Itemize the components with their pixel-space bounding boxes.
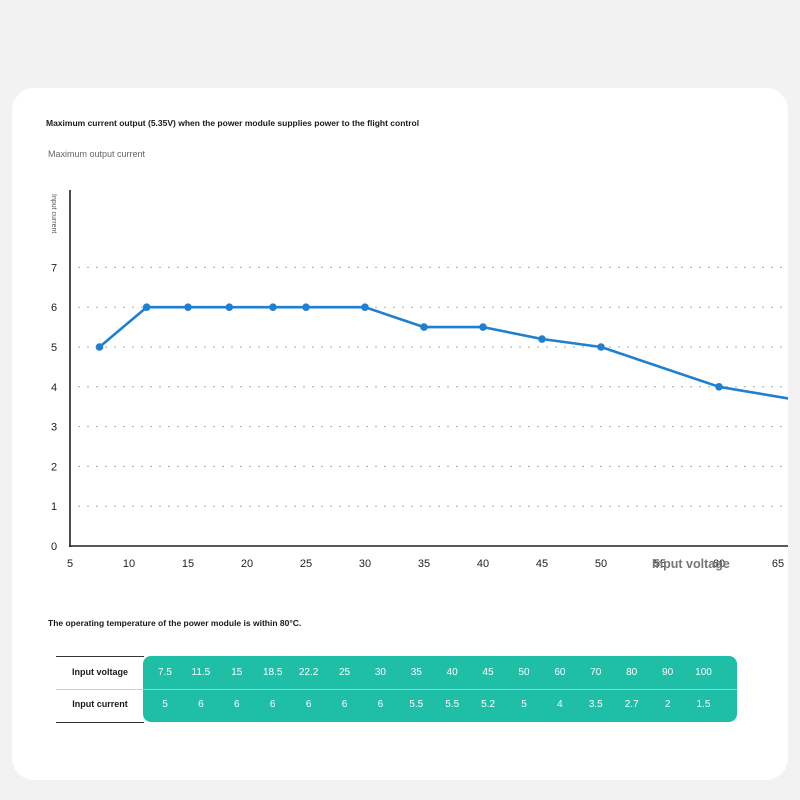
y-axis-label: Input current — [50, 194, 57, 233]
voltage-cell: 40 — [446, 667, 458, 678]
voltage-cell: 70 — [590, 667, 602, 678]
row-label-current: Input current — [72, 699, 128, 709]
current-cell: 6 — [341, 699, 348, 710]
grid-layer — [78, 266, 788, 507]
data-point — [302, 303, 310, 311]
voltage-cell: 80 — [626, 667, 638, 678]
voltage-cell: 18.5 — [262, 667, 283, 678]
voltage-cell: 25 — [338, 667, 351, 678]
x-tick-label: 35 — [418, 558, 430, 570]
voltage-cell: 11.5 — [191, 667, 211, 678]
voltage-cell: 60 — [554, 667, 566, 678]
current-cell: 6 — [269, 699, 276, 710]
data-point — [269, 303, 277, 311]
current-cell: 6 — [377, 699, 384, 710]
current-cell: 5 — [162, 699, 168, 710]
y-tick-label: 1 — [51, 501, 57, 513]
data-point — [142, 303, 151, 311]
x-tick-label: 10 — [123, 558, 135, 570]
data-table: Input voltage Input current 7.5 11.5 15 18.… — [56, 656, 740, 724]
current-cell: 1.5 — [696, 699, 711, 710]
y-tick-label: 3 — [51, 422, 57, 434]
x-axis-label: Input voltage — [652, 557, 730, 571]
current-cell: 5.5 — [445, 699, 460, 710]
voltage-cell: 35 — [410, 667, 422, 678]
series-layer — [95, 303, 788, 400]
table-top-border — [56, 656, 144, 657]
x-tick-label: 65 — [772, 558, 784, 570]
chart-card: Maximum current output (5.35V) when the … — [12, 88, 788, 780]
voltage-cell: 30 — [374, 667, 386, 678]
data-point — [225, 303, 234, 311]
table-values-divider — [143, 689, 737, 690]
data-point — [420, 323, 428, 331]
voltage-cell: 100 — [695, 667, 712, 678]
table-mid-border — [56, 689, 144, 690]
current-cell: 3.5 — [588, 699, 603, 710]
voltage-cell: 7.5 — [158, 667, 172, 678]
chart-title: Maximum current output (5.35V) when the … — [46, 118, 420, 128]
table-values-panel: 7.5 11.5 15 18.5 22.2 25 30 35 40 45 50 60 70 80 90 100… — [143, 656, 737, 722]
y-tick-label: 6 — [51, 302, 57, 314]
y-tick-label: 0 — [51, 541, 57, 553]
x-tick-label: 20 — [241, 558, 253, 570]
y-tick-label: 7 — [51, 262, 57, 274]
x-tick-label: 55 — [654, 558, 666, 570]
voltage-cell: 90 — [662, 667, 674, 678]
data-point — [538, 335, 546, 343]
data-point — [361, 303, 369, 311]
voltage-cell: 22.2 — [298, 667, 319, 678]
data-point — [184, 303, 192, 311]
current-cell: 6 — [198, 699, 204, 710]
series-line — [98, 305, 788, 400]
x-tick-label: 30 — [359, 558, 371, 570]
y-tick-label: 5 — [51, 342, 57, 354]
temperature-note: The operating temperature of the power m… — [48, 618, 302, 628]
table-bottom-border — [56, 722, 144, 723]
x-tick-label: 40 — [477, 558, 489, 570]
x-tick-label: 15 — [182, 558, 194, 570]
data-point — [715, 383, 723, 391]
current-cell: 4 — [557, 699, 563, 710]
chart-subtitle: Maximum output current — [48, 149, 146, 159]
current-cell: 6 — [305, 699, 312, 710]
line-chart: 0123456751015202530354045505560657075808… — [50, 190, 788, 571]
current-cell: 2.7 — [624, 699, 639, 710]
x-tick-label: 60 — [713, 558, 725, 570]
tick-layer: 0123456751015202530354045505560657075808… — [51, 262, 784, 570]
y-tick-label: 2 — [51, 461, 57, 473]
data-point — [597, 343, 605, 351]
current-cell: 6 — [234, 699, 240, 710]
voltage-cell: 50 — [518, 667, 530, 678]
current-cell: 5 — [521, 699, 527, 710]
data-point — [479, 323, 487, 331]
row-label-voltage: Input voltage — [72, 667, 128, 677]
x-tick-label: 5 — [67, 558, 73, 570]
y-tick-label: 4 — [51, 382, 57, 394]
x-tick-label: 25 — [300, 558, 312, 570]
data-point — [95, 343, 104, 351]
x-tick-label: 45 — [536, 558, 548, 570]
x-tick-label: 50 — [595, 558, 607, 570]
current-cell: 5.5 — [409, 699, 424, 710]
current-cell: 2 — [664, 699, 671, 710]
current-cell: 5.2 — [481, 699, 496, 710]
voltage-cell: 15 — [231, 667, 243, 678]
axis-layer — [69, 190, 788, 547]
voltage-cell: 45 — [482, 667, 494, 678]
